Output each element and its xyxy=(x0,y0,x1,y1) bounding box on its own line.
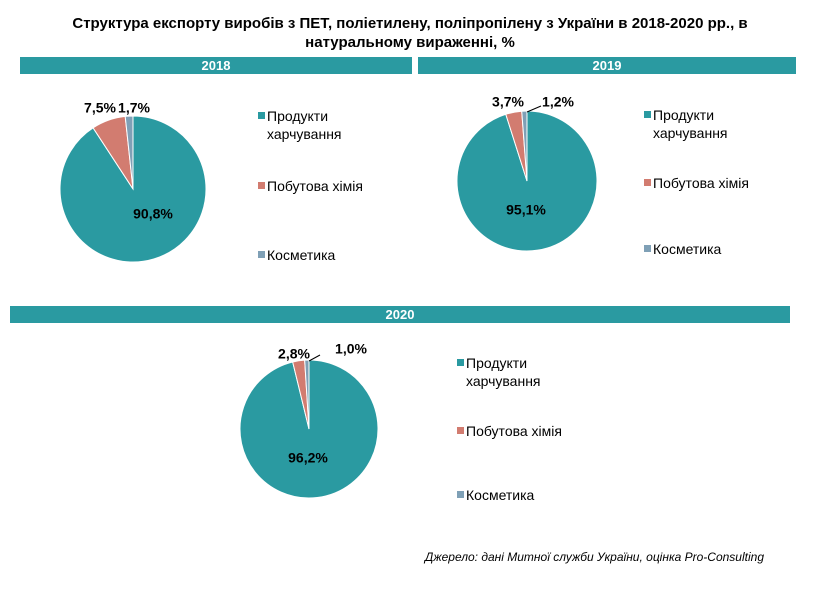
year-bar-2020: 2020 xyxy=(10,306,790,323)
year-bar-2018: 2018 xyxy=(20,57,412,74)
legend-label-food-line2: харчування xyxy=(466,373,541,389)
legend-swatch-cosmetics xyxy=(457,491,464,498)
year-label-2020: 2020 xyxy=(385,307,415,322)
pie-slice-cosmetics xyxy=(304,359,310,430)
chart-title: Структура експорту виробів з ПЕТ, поліет… xyxy=(72,15,748,51)
legend-label-cosmetics: Косметика xyxy=(267,247,336,263)
pie-panel-2019: 95,1% 3,7% 1,2% Продукти харчування Побутов… xyxy=(0,0,820,300)
legend-swatch-cosmetics xyxy=(644,245,651,252)
legend-swatch-household xyxy=(258,182,265,189)
year-bar-2019: 2019 xyxy=(418,57,796,74)
legend-label-cosmetics: Косметика xyxy=(653,241,722,257)
legend-label-food: Продукти xyxy=(267,108,329,124)
data-label-cosmetics: 1,0% xyxy=(335,341,367,357)
data-label-food: 96,2% xyxy=(288,450,328,466)
year-label-2019: 2019 xyxy=(592,58,622,73)
data-label-household: 3,7% xyxy=(492,94,524,110)
legend-label-household: Побутова хімія xyxy=(466,423,562,439)
legend-label-cosmetics: Косметика xyxy=(466,487,535,503)
legend-swatch-cosmetics xyxy=(258,251,265,258)
legend-swatch-food xyxy=(644,111,651,118)
legend-swatch-household xyxy=(457,427,464,434)
legend-label-food: Продукти xyxy=(653,107,715,123)
data-label-household: 2,8% xyxy=(278,346,310,362)
data-label-cosmetics: 1,2% xyxy=(542,94,574,110)
legend-label-food: Продукти xyxy=(466,355,528,371)
data-label-food: 90,8% xyxy=(133,206,173,222)
pie-panel-2018: 90,8% 7,5% 1,7% Продукти харчування Побутов… xyxy=(0,0,410,300)
source-note: Джерело: дані Митної служби України, оці… xyxy=(424,550,764,564)
legend-label-food-line2: харчування xyxy=(267,126,342,142)
data-label-cosmetics: 1,7% xyxy=(118,100,150,116)
legend-label-household: Побутова хімія xyxy=(267,178,363,194)
data-label-food: 95,1% xyxy=(506,202,546,218)
legend-swatch-household xyxy=(644,179,651,186)
legend-label-food-line2: харчування xyxy=(653,125,728,141)
pie-slice-cosmetics xyxy=(521,110,528,182)
leader-line xyxy=(308,354,321,362)
leader-line xyxy=(526,105,542,113)
legend-swatch-food xyxy=(258,112,265,119)
legend-label-household: Побутова хімія xyxy=(653,175,749,191)
legend-swatch-food xyxy=(457,359,464,366)
pie-slice-cosmetics xyxy=(124,115,134,190)
pie-chart-2018: 90,8% 7,5% 1,7% xyxy=(59,100,207,263)
year-label-2018: 2018 xyxy=(201,58,231,73)
pie-chart-2019: 95,1% 3,7% 1,2% xyxy=(456,94,598,252)
data-label-household: 7,5% xyxy=(84,100,116,116)
